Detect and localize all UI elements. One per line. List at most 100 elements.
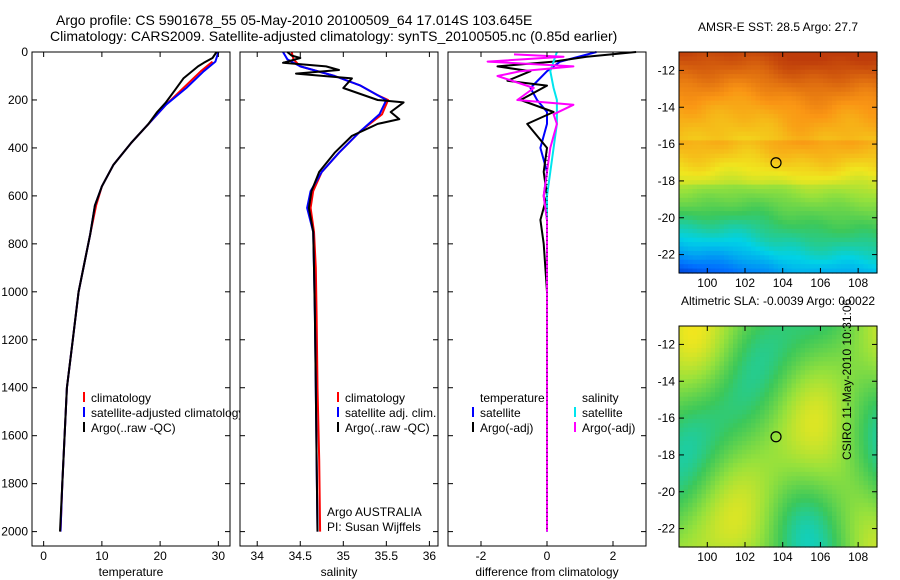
sst-map-cell bbox=[706, 127, 712, 133]
sst-map-cell bbox=[796, 250, 802, 256]
sla-map-cell bbox=[782, 383, 788, 389]
sla-map-cell bbox=[683, 467, 689, 473]
sla-map-cell bbox=[872, 414, 878, 420]
sla-map-cell bbox=[791, 423, 797, 429]
sst-map-cell bbox=[872, 250, 878, 256]
sst-map-cell bbox=[805, 52, 811, 58]
sst-map-cell bbox=[737, 264, 743, 270]
sst-map-cell bbox=[742, 144, 748, 150]
sla-map-cell bbox=[719, 348, 725, 354]
sla-map-cell bbox=[688, 361, 694, 367]
sla-map-cell bbox=[697, 454, 703, 460]
sst-map-cell bbox=[728, 268, 734, 274]
sla-map-cell bbox=[742, 334, 748, 340]
sst-map-cell bbox=[868, 131, 874, 137]
sst-map-cell bbox=[800, 100, 806, 106]
sst-map-cell bbox=[845, 91, 851, 97]
sla-map-cell bbox=[692, 502, 698, 508]
sst-map-cell bbox=[728, 127, 734, 133]
sla-map-cell bbox=[728, 370, 734, 376]
sla-map-cell bbox=[868, 533, 874, 539]
sla-map-cell bbox=[872, 330, 878, 336]
sla-map-cell bbox=[863, 334, 869, 340]
sst-map-cell bbox=[769, 264, 775, 270]
sla-map-cell bbox=[706, 449, 712, 455]
sst-map-cell bbox=[715, 255, 721, 261]
sst-map-cell bbox=[751, 246, 757, 252]
sst-map-cell bbox=[769, 215, 775, 221]
sla-map-cell bbox=[751, 511, 757, 517]
sla-map-cell bbox=[683, 348, 689, 354]
sla-map-cell bbox=[719, 330, 725, 336]
sst-map-cell bbox=[868, 211, 874, 217]
sst-map-cell bbox=[859, 74, 865, 80]
sst-map-cell bbox=[733, 100, 739, 106]
sst-map-cell bbox=[823, 233, 829, 239]
sst-map-cell bbox=[764, 113, 770, 119]
sst-map-cell bbox=[697, 135, 703, 141]
sst-map-cell bbox=[823, 184, 829, 190]
sla-map-cell bbox=[692, 343, 698, 349]
sla-map-cell bbox=[688, 423, 694, 429]
sla-map-cell bbox=[782, 471, 788, 477]
sst-map-cell bbox=[715, 268, 721, 274]
sst-map-cell bbox=[778, 69, 784, 75]
sst-map-cell bbox=[809, 105, 815, 111]
sst-map-cell bbox=[701, 69, 707, 75]
sst-map-cell bbox=[796, 202, 802, 208]
sla-map-cell bbox=[778, 396, 784, 402]
sla-map-cell bbox=[715, 529, 721, 535]
sla-map-cell bbox=[859, 432, 865, 438]
sla-map-cell bbox=[818, 476, 824, 482]
sst-map-cell bbox=[697, 74, 703, 80]
sla-map-cell bbox=[827, 463, 833, 469]
sla-map-cell bbox=[859, 480, 865, 486]
sla-map-cell bbox=[728, 458, 734, 464]
sla-map-cell bbox=[746, 529, 752, 535]
sst-map-cell bbox=[800, 211, 806, 217]
sla-map-cell bbox=[778, 471, 784, 477]
sst-map-cell bbox=[872, 153, 878, 159]
sla-map-cell bbox=[859, 463, 865, 469]
sla-map-cell bbox=[796, 493, 802, 499]
sst-map-cell bbox=[832, 78, 838, 84]
sst-map-cell bbox=[800, 82, 806, 88]
sst-map-cell bbox=[778, 140, 784, 146]
sla-map-cell bbox=[814, 330, 820, 336]
sla-map-cell bbox=[796, 458, 802, 464]
sla-map-cell bbox=[818, 449, 824, 455]
sla-map-cell bbox=[683, 379, 689, 385]
sst-map-ytick-label: -16 bbox=[658, 137, 676, 151]
sst-map-cell bbox=[724, 233, 730, 239]
sst-map-cell bbox=[778, 118, 784, 124]
sla-map-cell bbox=[823, 352, 829, 358]
sla-map-cell bbox=[769, 392, 775, 398]
sst-map-cell bbox=[782, 197, 788, 203]
sst-map-cell bbox=[805, 206, 811, 212]
sst-map-cell bbox=[751, 233, 757, 239]
sla-map-cell bbox=[845, 449, 851, 455]
sst-map-cell bbox=[827, 140, 833, 146]
sla-map-cell bbox=[746, 356, 752, 362]
sla-map-cell bbox=[782, 356, 788, 362]
sst-map-cell bbox=[800, 175, 806, 181]
sla-map-cell bbox=[791, 458, 797, 464]
sst-map-cell bbox=[823, 149, 829, 155]
sla-map-cell bbox=[832, 538, 838, 544]
sst-map-cell bbox=[728, 264, 734, 270]
sst-map-cell bbox=[755, 202, 761, 208]
sla-map-cell bbox=[719, 401, 725, 407]
sla-map-cell bbox=[724, 334, 730, 340]
sla-map-cell bbox=[724, 339, 730, 345]
sla-map-cell bbox=[832, 516, 838, 522]
sla-map-cell bbox=[724, 467, 730, 473]
sst-map-cell bbox=[737, 250, 743, 256]
sst-map-cell bbox=[850, 206, 856, 212]
sst-map-cell bbox=[859, 100, 865, 106]
sla-map-cell bbox=[679, 511, 685, 517]
sla-map-cell bbox=[868, 334, 874, 340]
sla-map-cell bbox=[859, 334, 865, 340]
sst-map-cell bbox=[872, 211, 878, 217]
sla-map-cell bbox=[724, 414, 730, 420]
sla-map-cell bbox=[832, 343, 838, 349]
